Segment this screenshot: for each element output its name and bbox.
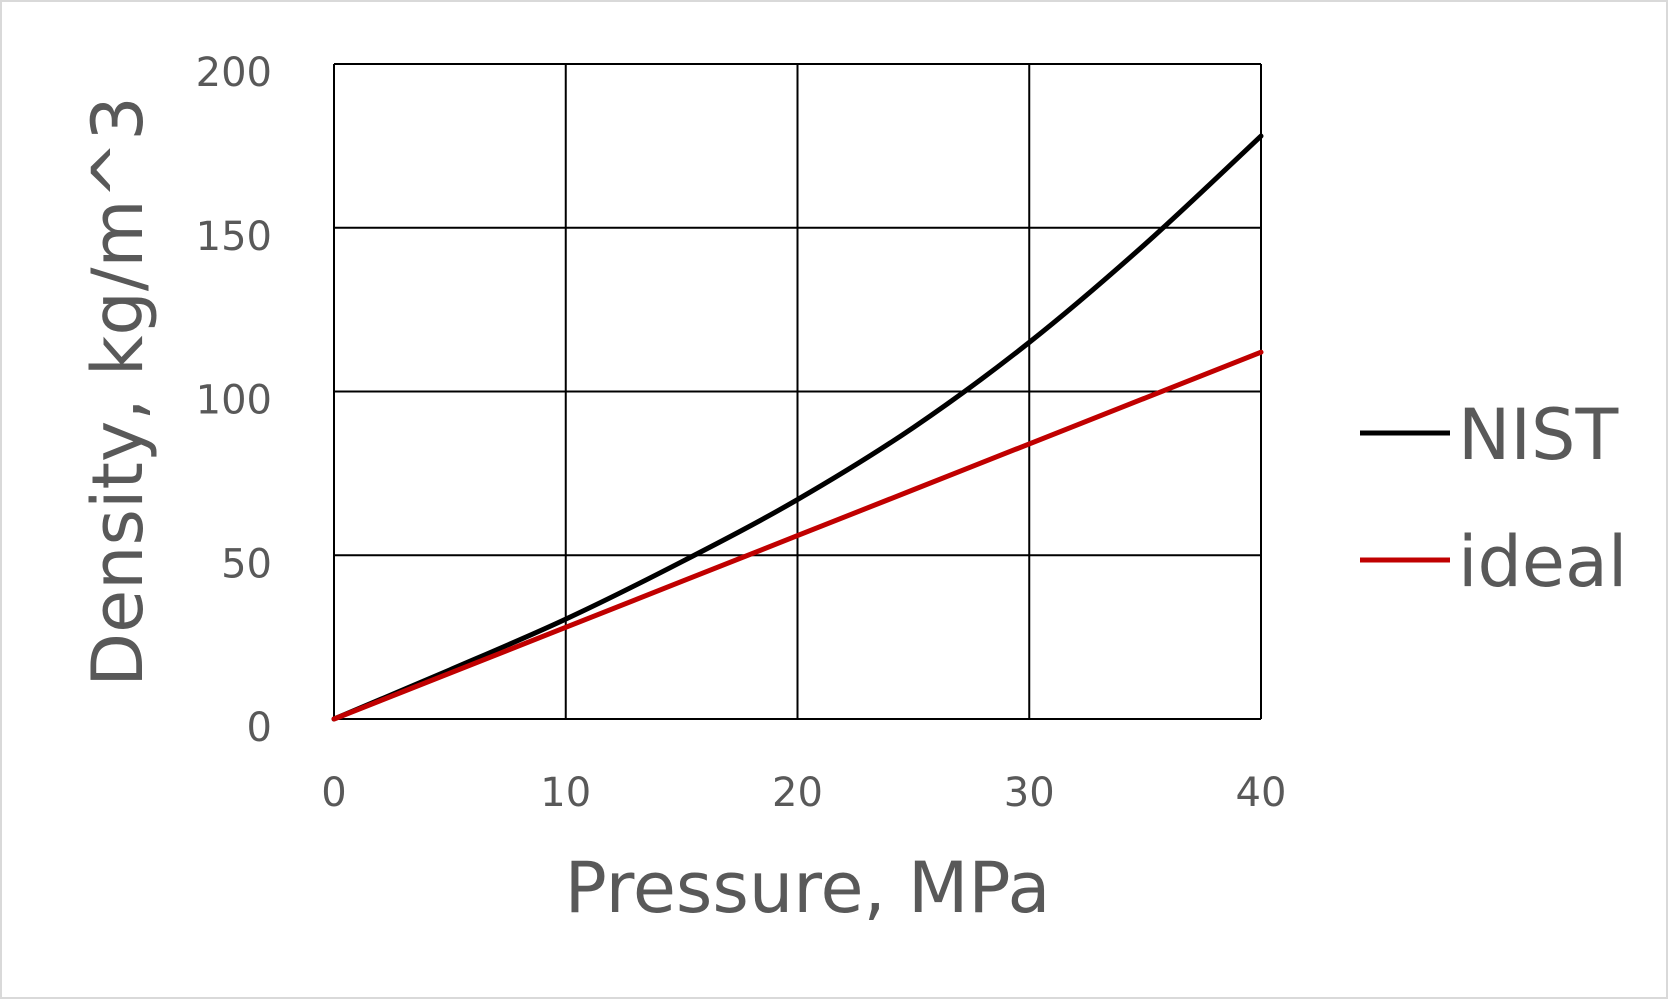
x-tick-label: 40	[1236, 770, 1287, 816]
legend-label-nist: NIST	[1458, 394, 1618, 476]
y-tick-label: 0	[247, 705, 272, 751]
x-axis-title: Pressure, MPa	[565, 847, 1051, 929]
x-tick-label: 30	[1004, 770, 1055, 816]
x-tick-label: 0	[321, 770, 346, 816]
y-tick-label: 150	[196, 214, 272, 260]
y-tick-label: 50	[221, 541, 272, 587]
legend-label-ideal: ideal	[1458, 521, 1627, 603]
x-tick-label: 10	[540, 770, 591, 816]
x-tick-label: 20	[772, 770, 823, 816]
y-tick-label: 200	[196, 50, 272, 96]
y-axis-title: Density, kg/m^3	[77, 96, 159, 687]
y-tick-label: 100	[196, 378, 272, 424]
